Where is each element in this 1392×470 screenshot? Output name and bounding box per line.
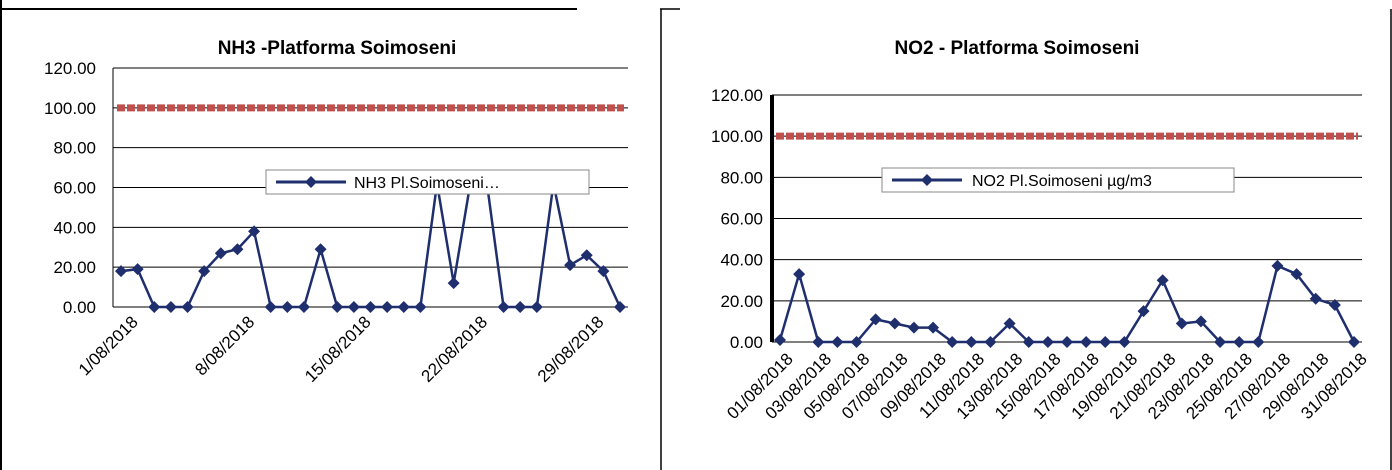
data-point [397, 301, 410, 313]
chart-nh3: NH3 -Platforma Soimoseni 0.00 20.00 40.00 6… [44, 38, 628, 386]
chart-no2-y-ticks: 0.00 20.00 40.00 60.00 80.00 100.00 120.00 [711, 86, 763, 352]
chart-nh3-x-ticks: 1/08/2018 8/08/2018 15/08/2018 22/08/2018 29… [75, 312, 608, 386]
data-point [331, 301, 344, 313]
data-point [1156, 274, 1169, 287]
data-point [231, 243, 244, 256]
x-tick-label: 8/08/2018 [191, 312, 258, 379]
x-tick-label: 15/08/2018 [301, 312, 375, 386]
data-point [131, 263, 144, 276]
y-tick-label: 120.00 [711, 86, 763, 105]
data-point [831, 336, 844, 348]
data-point [497, 301, 510, 313]
y-tick-label: 0.00 [63, 298, 96, 317]
data-point [1099, 336, 1112, 348]
x-tick-label: 29/08/2018 [534, 312, 608, 386]
y-tick-label: 100.00 [711, 127, 763, 146]
chart-no2-legend-marker [921, 174, 933, 186]
data-point [869, 313, 882, 326]
data-point [1041, 336, 1054, 348]
data-point [965, 336, 978, 348]
data-point [1194, 315, 1207, 328]
y-tick-label: 20.00 [53, 258, 96, 277]
chart-nh3-legend: NH3 Pl.Soimoseni… [265, 169, 590, 195]
y-tick-label: 60.00 [720, 210, 763, 229]
data-point [580, 249, 593, 262]
chart-nh3-title: NH3 -Platforma Soimoseni [218, 38, 457, 59]
y-tick-label: 60.00 [53, 179, 96, 198]
chart-no2-legend-label: NO2 Pl.Soimoseni µg/m3 [972, 173, 1152, 190]
data-point [447, 277, 460, 290]
data-point [1328, 298, 1341, 311]
data-point [907, 321, 920, 334]
y-tick-label: 80.00 [720, 168, 763, 187]
chart-nh3-legend-marker [305, 176, 317, 188]
data-point [614, 301, 626, 313]
data-point [1061, 336, 1073, 348]
chart-no2: NO2 - Platforma Soimoseni 0.00 20.00 40.00… [711, 38, 1371, 423]
data-point [214, 247, 227, 260]
data-point [530, 301, 543, 313]
data-point [198, 265, 211, 278]
data-point [115, 265, 127, 278]
chart-no2-legend: NO2 Pl.Soimoseni µg/m3 [881, 167, 1235, 193]
data-point [164, 301, 177, 313]
data-point [148, 301, 161, 313]
data-point [1118, 336, 1131, 348]
data-point [1233, 336, 1246, 348]
data-point [414, 301, 427, 313]
data-point [1309, 292, 1322, 305]
data-point [1137, 305, 1150, 318]
chart-nh3-series [115, 177, 626, 313]
x-tick-label: 1/08/2018 [75, 312, 142, 379]
chart-no2-grid [770, 94, 1362, 343]
data-point [514, 301, 527, 313]
data-point [314, 243, 327, 256]
chart-no2-x-ticks: 01/08/201803/08/201805/08/201807/08/2018… [723, 349, 1371, 423]
series-line [778, 264, 1356, 344]
data-point [1271, 259, 1284, 272]
data-point [927, 321, 940, 334]
data-point [181, 301, 194, 313]
data-point [281, 301, 294, 313]
data-point [264, 301, 277, 313]
data-point [1080, 336, 1093, 348]
data-point [297, 301, 310, 313]
y-tick-label: 40.00 [720, 251, 763, 270]
data-point [1252, 336, 1265, 348]
data-point [597, 265, 610, 278]
data-point [984, 336, 997, 348]
data-point [774, 333, 786, 346]
data-point [850, 336, 863, 348]
data-point [1214, 336, 1227, 348]
y-tick-label: 100.00 [44, 99, 96, 118]
data-point [888, 317, 901, 330]
chart-nh3-y-ticks: 0.00 20.00 40.00 60.00 80.00 100.00 120.00 [44, 59, 96, 317]
data-point [1022, 336, 1035, 348]
data-point [812, 336, 825, 348]
chart-nh3-legend-label: NH3 Pl.Soimoseni… [354, 175, 500, 192]
chart-no2-series [774, 259, 1360, 348]
data-point [1348, 336, 1360, 348]
data-point [381, 301, 394, 313]
data-point [1290, 268, 1303, 281]
data-point [564, 259, 577, 272]
y-tick-label: 80.00 [53, 139, 96, 158]
x-tick-label: 22/08/2018 [418, 312, 492, 386]
data-point [1003, 317, 1016, 330]
data-point [793, 268, 806, 281]
data-point [347, 301, 360, 313]
data-point [946, 336, 959, 348]
y-tick-label: 0.00 [730, 333, 763, 352]
data-point [1175, 317, 1188, 330]
y-tick-label: 40.00 [53, 218, 96, 237]
y-tick-label: 20.00 [720, 292, 763, 311]
series-line [120, 182, 622, 309]
chart-no2-title: NO2 - Platforma Soimoseni [895, 38, 1140, 59]
data-point [364, 301, 377, 313]
data-point [248, 225, 261, 238]
y-tick-label: 120.00 [44, 59, 96, 78]
